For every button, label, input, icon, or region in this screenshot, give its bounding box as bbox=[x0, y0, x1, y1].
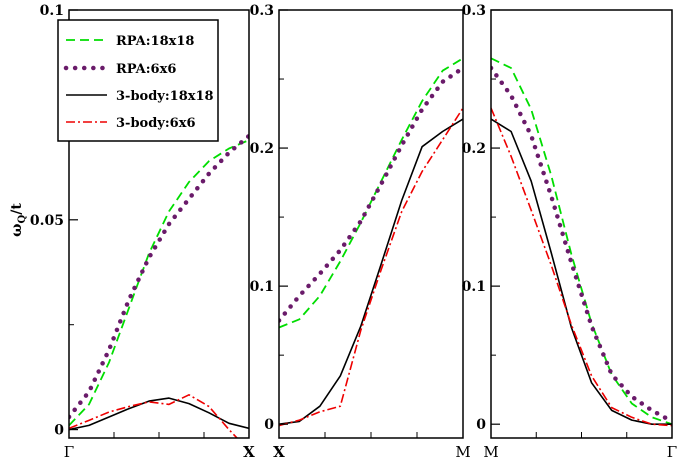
legend-label-3body-18x18: 3-body:18x18 bbox=[116, 89, 214, 104]
plot-frame bbox=[490, 9, 673, 439]
series-group bbox=[69, 133, 249, 438]
series-line-rpa-18x18 bbox=[69, 139, 249, 427]
y-axis-label-sub: Q bbox=[17, 214, 28, 223]
series-group bbox=[279, 57, 463, 427]
y-tick-label: 0.2 bbox=[250, 141, 274, 157]
y-tick-label: 0 bbox=[264, 417, 274, 433]
x-start-label: X bbox=[273, 443, 285, 461]
y-tick-label: 0.05 bbox=[30, 213, 64, 229]
series-line-3-body-6x6 bbox=[279, 107, 463, 427]
series-line-3-body-18x18 bbox=[491, 118, 672, 426]
panel-x-m: 0 0.1 0.2 0.3 X M bbox=[250, 3, 471, 461]
series-line-rpa-6x6 bbox=[491, 65, 672, 424]
series-line-3-body-6x6 bbox=[69, 393, 239, 438]
y-tick-label: 0.3 bbox=[462, 3, 486, 19]
legend: RPA:18x18 RPA:6x6 3-body:18x18 3-body:6x… bbox=[57, 19, 219, 142]
y-axis-label-main: ω bbox=[9, 223, 25, 236]
y-axis-label: ωQ/t bbox=[9, 203, 28, 237]
series-line-rpa-18x18 bbox=[279, 57, 463, 329]
y-tick-label: 0 bbox=[476, 417, 486, 433]
series-line-3-body-18x18 bbox=[69, 397, 249, 431]
series-group bbox=[491, 57, 672, 427]
series-line-3-body-18x18 bbox=[279, 118, 463, 425]
y-axis-label-rest: /t bbox=[9, 203, 25, 215]
y-tick-label: 0.1 bbox=[40, 3, 64, 19]
series-line-rpa-6x6 bbox=[279, 65, 463, 323]
series-line-3-body-6x6 bbox=[491, 107, 672, 427]
y-tick-label: 0.1 bbox=[250, 279, 274, 295]
panel-m-gamma: 0 0.1 0.2 0.3 M Γ bbox=[462, 3, 678, 461]
y-tick-label: 0.3 bbox=[250, 3, 274, 19]
y-tick-label: 0.1 bbox=[462, 279, 486, 295]
x-end-label: M bbox=[455, 443, 470, 461]
series-line-rpa-6x6 bbox=[69, 133, 249, 420]
series-line-rpa-18x18 bbox=[491, 57, 672, 426]
y-tick-label: 0.2 bbox=[462, 141, 486, 157]
legend-label-rpa-18x18: RPA:18x18 bbox=[116, 34, 194, 49]
panel-gamma-x: 0 0.05 0.1 Γ X bbox=[30, 3, 255, 461]
x-start-label: M bbox=[483, 443, 498, 461]
y-tick-label: 0 bbox=[54, 423, 64, 439]
legend-label-3body-6x6: 3-body:6x6 bbox=[116, 116, 196, 131]
legend-label-rpa-6x6: RPA:6x6 bbox=[116, 62, 176, 77]
x-end-label: X bbox=[243, 443, 255, 461]
x-end-label: Γ bbox=[667, 443, 677, 461]
x-start-label: Γ bbox=[64, 443, 74, 461]
plot-frame bbox=[278, 9, 464, 439]
